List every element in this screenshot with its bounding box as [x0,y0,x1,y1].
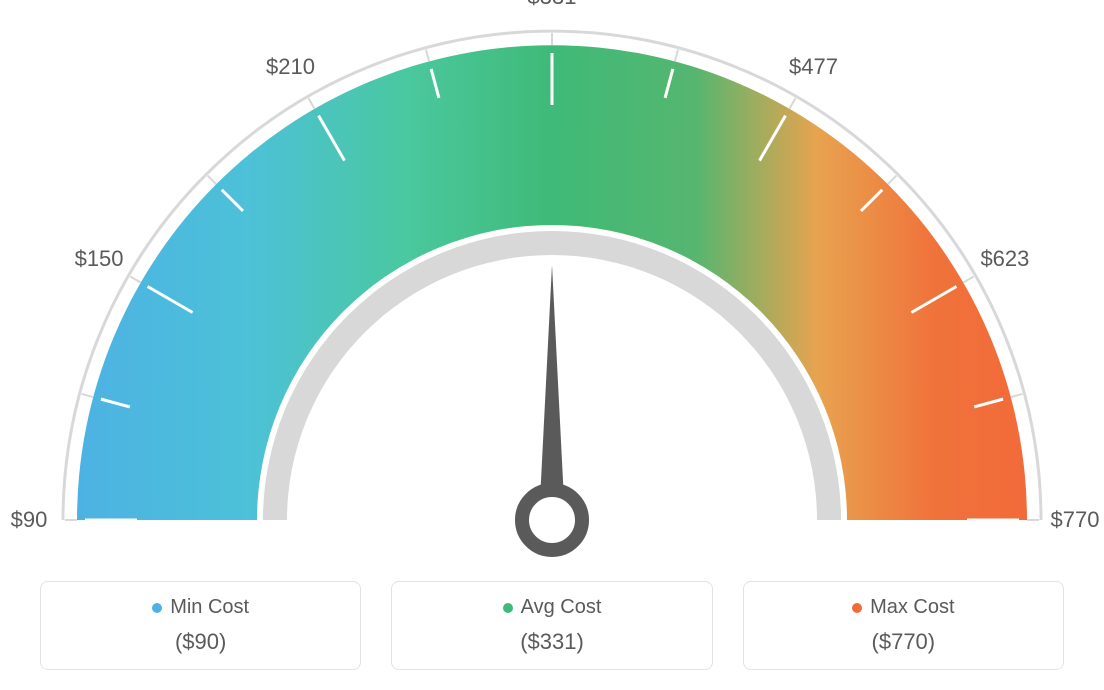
gauge-tick-label: $90 [11,507,48,533]
legend-title-avg: Avg Cost [503,596,602,619]
legend-label-min: Min Cost [170,596,249,619]
legend-value-max: ($770) [754,629,1053,655]
legend-label-max: Max Cost [870,596,954,619]
legend-label-avg: Avg Cost [521,596,602,619]
gauge-tick-label: $477 [789,54,838,80]
legend-title-max: Max Cost [852,596,954,619]
legend-value-avg: ($331) [402,629,701,655]
legend-title-min: Min Cost [152,596,249,619]
legend-card-max: Max Cost ($770) [743,581,1064,670]
dot-icon [852,603,862,613]
gauge-tick-label: $623 [980,246,1029,272]
gauge-svg [0,0,1104,560]
legend-card-avg: Avg Cost ($331) [391,581,712,670]
legend-row: Min Cost ($90) Avg Cost ($331) Max Cost … [0,581,1104,670]
dot-icon [503,603,513,613]
gauge-tick-label: $331 [528,0,577,10]
legend-value-min: ($90) [51,629,350,655]
gauge-tick-label: $150 [75,246,124,272]
dot-icon [152,603,162,613]
gauge-tick-label: $770 [1051,507,1100,533]
gauge-chart: $90 $150 $210 $331 $477 $623 $770 [0,0,1104,560]
legend-card-min: Min Cost ($90) [40,581,361,670]
gauge-tick-label: $210 [266,54,315,80]
